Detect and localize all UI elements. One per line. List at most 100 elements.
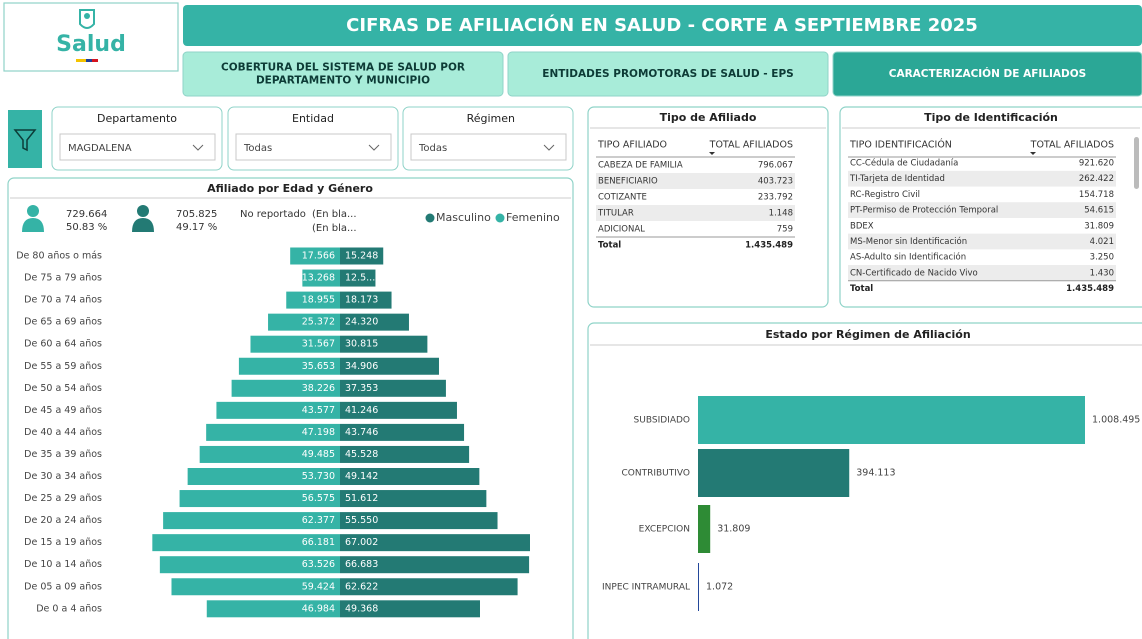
cell: 1.148 (769, 209, 793, 219)
bar (206, 600, 340, 618)
page-title: CIFRAS DE AFILIACIÓN EN SALUD - CORTE A … (346, 14, 978, 36)
value-label: 41.246 (345, 405, 378, 416)
value-label: 56.575 (302, 493, 335, 504)
tab-label: COBERTURA DEL SISTEMA DE SALUD POR (221, 62, 465, 74)
bar (340, 578, 518, 596)
scrollbar[interactable] (1134, 137, 1139, 189)
value-label: 47.198 (302, 427, 335, 438)
male-icon (132, 205, 154, 232)
bar (179, 490, 340, 508)
cell: 796.067 (758, 161, 793, 171)
no-report-value: (En bla... (312, 209, 357, 220)
emblem (79, 9, 95, 29)
bar (698, 505, 711, 553)
cell: AS-Adulto sin Identificación (850, 252, 966, 263)
value-label: 67.002 (345, 537, 378, 548)
value-label: 31.809 (717, 524, 750, 535)
category-label: De 20 a 24 años (24, 515, 102, 526)
cell: CN-Certificado de Nacido Vivo (850, 268, 978, 278)
bar (340, 335, 428, 353)
category-label: De 0 a 4 años (36, 603, 102, 614)
category-label: De 25 a 29 años (24, 493, 102, 504)
cell: COTIZANTE (598, 193, 647, 203)
value-label: 66.683 (345, 559, 378, 570)
value-label: 63.526 (302, 559, 335, 570)
bar (340, 313, 409, 331)
category-label: De 55 a 59 años (24, 361, 102, 372)
dropdown[interactable] (410, 133, 567, 161)
bar (187, 468, 340, 485)
value-label: 1.072 (706, 582, 733, 593)
cell: 3.250 (1090, 253, 1114, 263)
cell: 921.620 (1079, 159, 1114, 169)
male-share: 49.17 % (176, 222, 217, 233)
value-label: 62.377 (302, 515, 335, 526)
filter-button[interactable] (8, 110, 42, 168)
bar (698, 449, 850, 497)
legend-dot (425, 213, 435, 223)
bar (238, 357, 340, 375)
bar (199, 445, 340, 463)
value-label: 37.353 (345, 383, 378, 394)
cell: BENEFICIARIO (598, 177, 658, 187)
cell: MS-Menor sin Identificación (850, 236, 967, 247)
tab[interactable] (507, 51, 829, 97)
cell: TITULAR (597, 209, 634, 219)
total-label: Total (850, 284, 873, 294)
cell: CC-Cédula de Ciudadanía (850, 158, 958, 169)
value-label: 55.550 (345, 515, 378, 526)
column-header: TIPO IDENTIFICACIÓN (849, 139, 952, 151)
flag-red (92, 59, 98, 62)
bar (206, 423, 340, 441)
cell: ADICIONAL (598, 225, 645, 235)
value-label: 13.268 (302, 273, 335, 284)
no-report-label: No reportado (240, 209, 306, 220)
sort-arrow (1030, 152, 1036, 155)
value-label: 53.730 (302, 471, 335, 482)
cell: PT-Permiso de Protección Temporal (850, 205, 998, 216)
bar (286, 291, 340, 309)
cell: 403.723 (758, 177, 793, 187)
dropdown[interactable] (59, 133, 216, 161)
bar (698, 396, 1085, 444)
value-label: 17.566 (302, 251, 335, 262)
total-label: Total (598, 241, 621, 251)
bar (159, 556, 340, 574)
chevron (368, 144, 380, 151)
tab-label: CARACTERIZACIÓN DE AFILIADOS (889, 67, 1086, 80)
category-label: SUBSIDIADO (634, 416, 690, 426)
dropdown[interactable] (235, 133, 392, 161)
value-label: 12.5... (345, 273, 375, 284)
category-label: De 60 a 64 años (24, 339, 102, 350)
table-title: Tipo de Afiliado (660, 111, 757, 124)
bar (152, 534, 340, 552)
bar (340, 445, 470, 463)
value-label: 35.653 (302, 361, 335, 372)
male-total: 705.825 (176, 209, 217, 220)
bar (268, 313, 340, 331)
cell: 1.430 (1090, 268, 1114, 278)
cell: CABEZA DE FAMILIA (598, 161, 683, 171)
filter-label: Régimen (467, 112, 515, 125)
bar (171, 578, 340, 596)
tab[interactable] (832, 51, 1142, 97)
value-label: 49.485 (302, 449, 335, 460)
total-value: 1.435.489 (745, 241, 793, 251)
value-label: 25.372 (302, 317, 335, 328)
cell: 759 (777, 225, 793, 235)
tab[interactable] (182, 51, 504, 97)
sort-arrow (709, 152, 715, 155)
title-bar (183, 5, 1142, 46)
cell: TI-Tarjeta de Identidad (849, 174, 945, 184)
value-label: 394.113 (856, 468, 895, 479)
cell: BDEX (850, 221, 874, 231)
bar (290, 247, 340, 265)
tab-label: ENTIDADES PROMOTORAS DE SALUD - EPS (542, 68, 793, 80)
category-label: De 65 a 69 años (24, 317, 102, 328)
bar (340, 269, 376, 287)
value-label: 66.181 (302, 537, 335, 548)
category-label: INPEC INTRAMURAL (602, 583, 690, 593)
bar (340, 512, 498, 530)
bar (216, 401, 340, 419)
table-title: Tipo de Identificación (924, 111, 1058, 124)
